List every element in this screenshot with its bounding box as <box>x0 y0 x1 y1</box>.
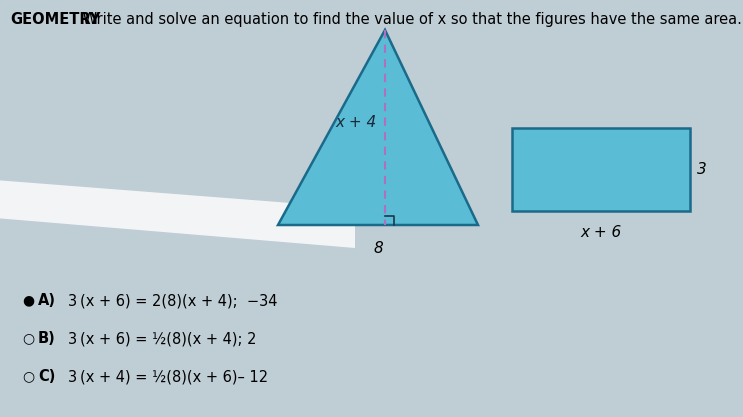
Text: ○: ○ <box>22 369 34 383</box>
Text: GEOMETRY: GEOMETRY <box>10 12 100 27</box>
Polygon shape <box>0 180 355 248</box>
Text: x + 6: x + 6 <box>580 225 622 240</box>
Text: x + 4: x + 4 <box>336 115 377 130</box>
Text: 3 (x + 6) = ½(8)(x + 4); 2: 3 (x + 6) = ½(8)(x + 4); 2 <box>68 331 256 346</box>
Text: ●: ● <box>22 293 34 307</box>
Polygon shape <box>278 30 478 225</box>
Text: 8: 8 <box>373 241 383 256</box>
Text: 3: 3 <box>697 162 707 177</box>
Bar <box>512 128 690 211</box>
Text: Write and solve an equation to find the value of x so that the figures have the : Write and solve an equation to find the … <box>78 12 742 27</box>
Text: A): A) <box>38 293 56 308</box>
Text: B): B) <box>38 331 56 346</box>
Text: 3 (x + 6) = 2(8)(x + 4);  −34: 3 (x + 6) = 2(8)(x + 4); −34 <box>68 293 277 308</box>
Text: ○: ○ <box>22 331 34 345</box>
Text: 3 (x + 4) = ½(8)(x + 6)– 12: 3 (x + 4) = ½(8)(x + 6)– 12 <box>68 369 268 384</box>
Text: C): C) <box>38 369 56 384</box>
